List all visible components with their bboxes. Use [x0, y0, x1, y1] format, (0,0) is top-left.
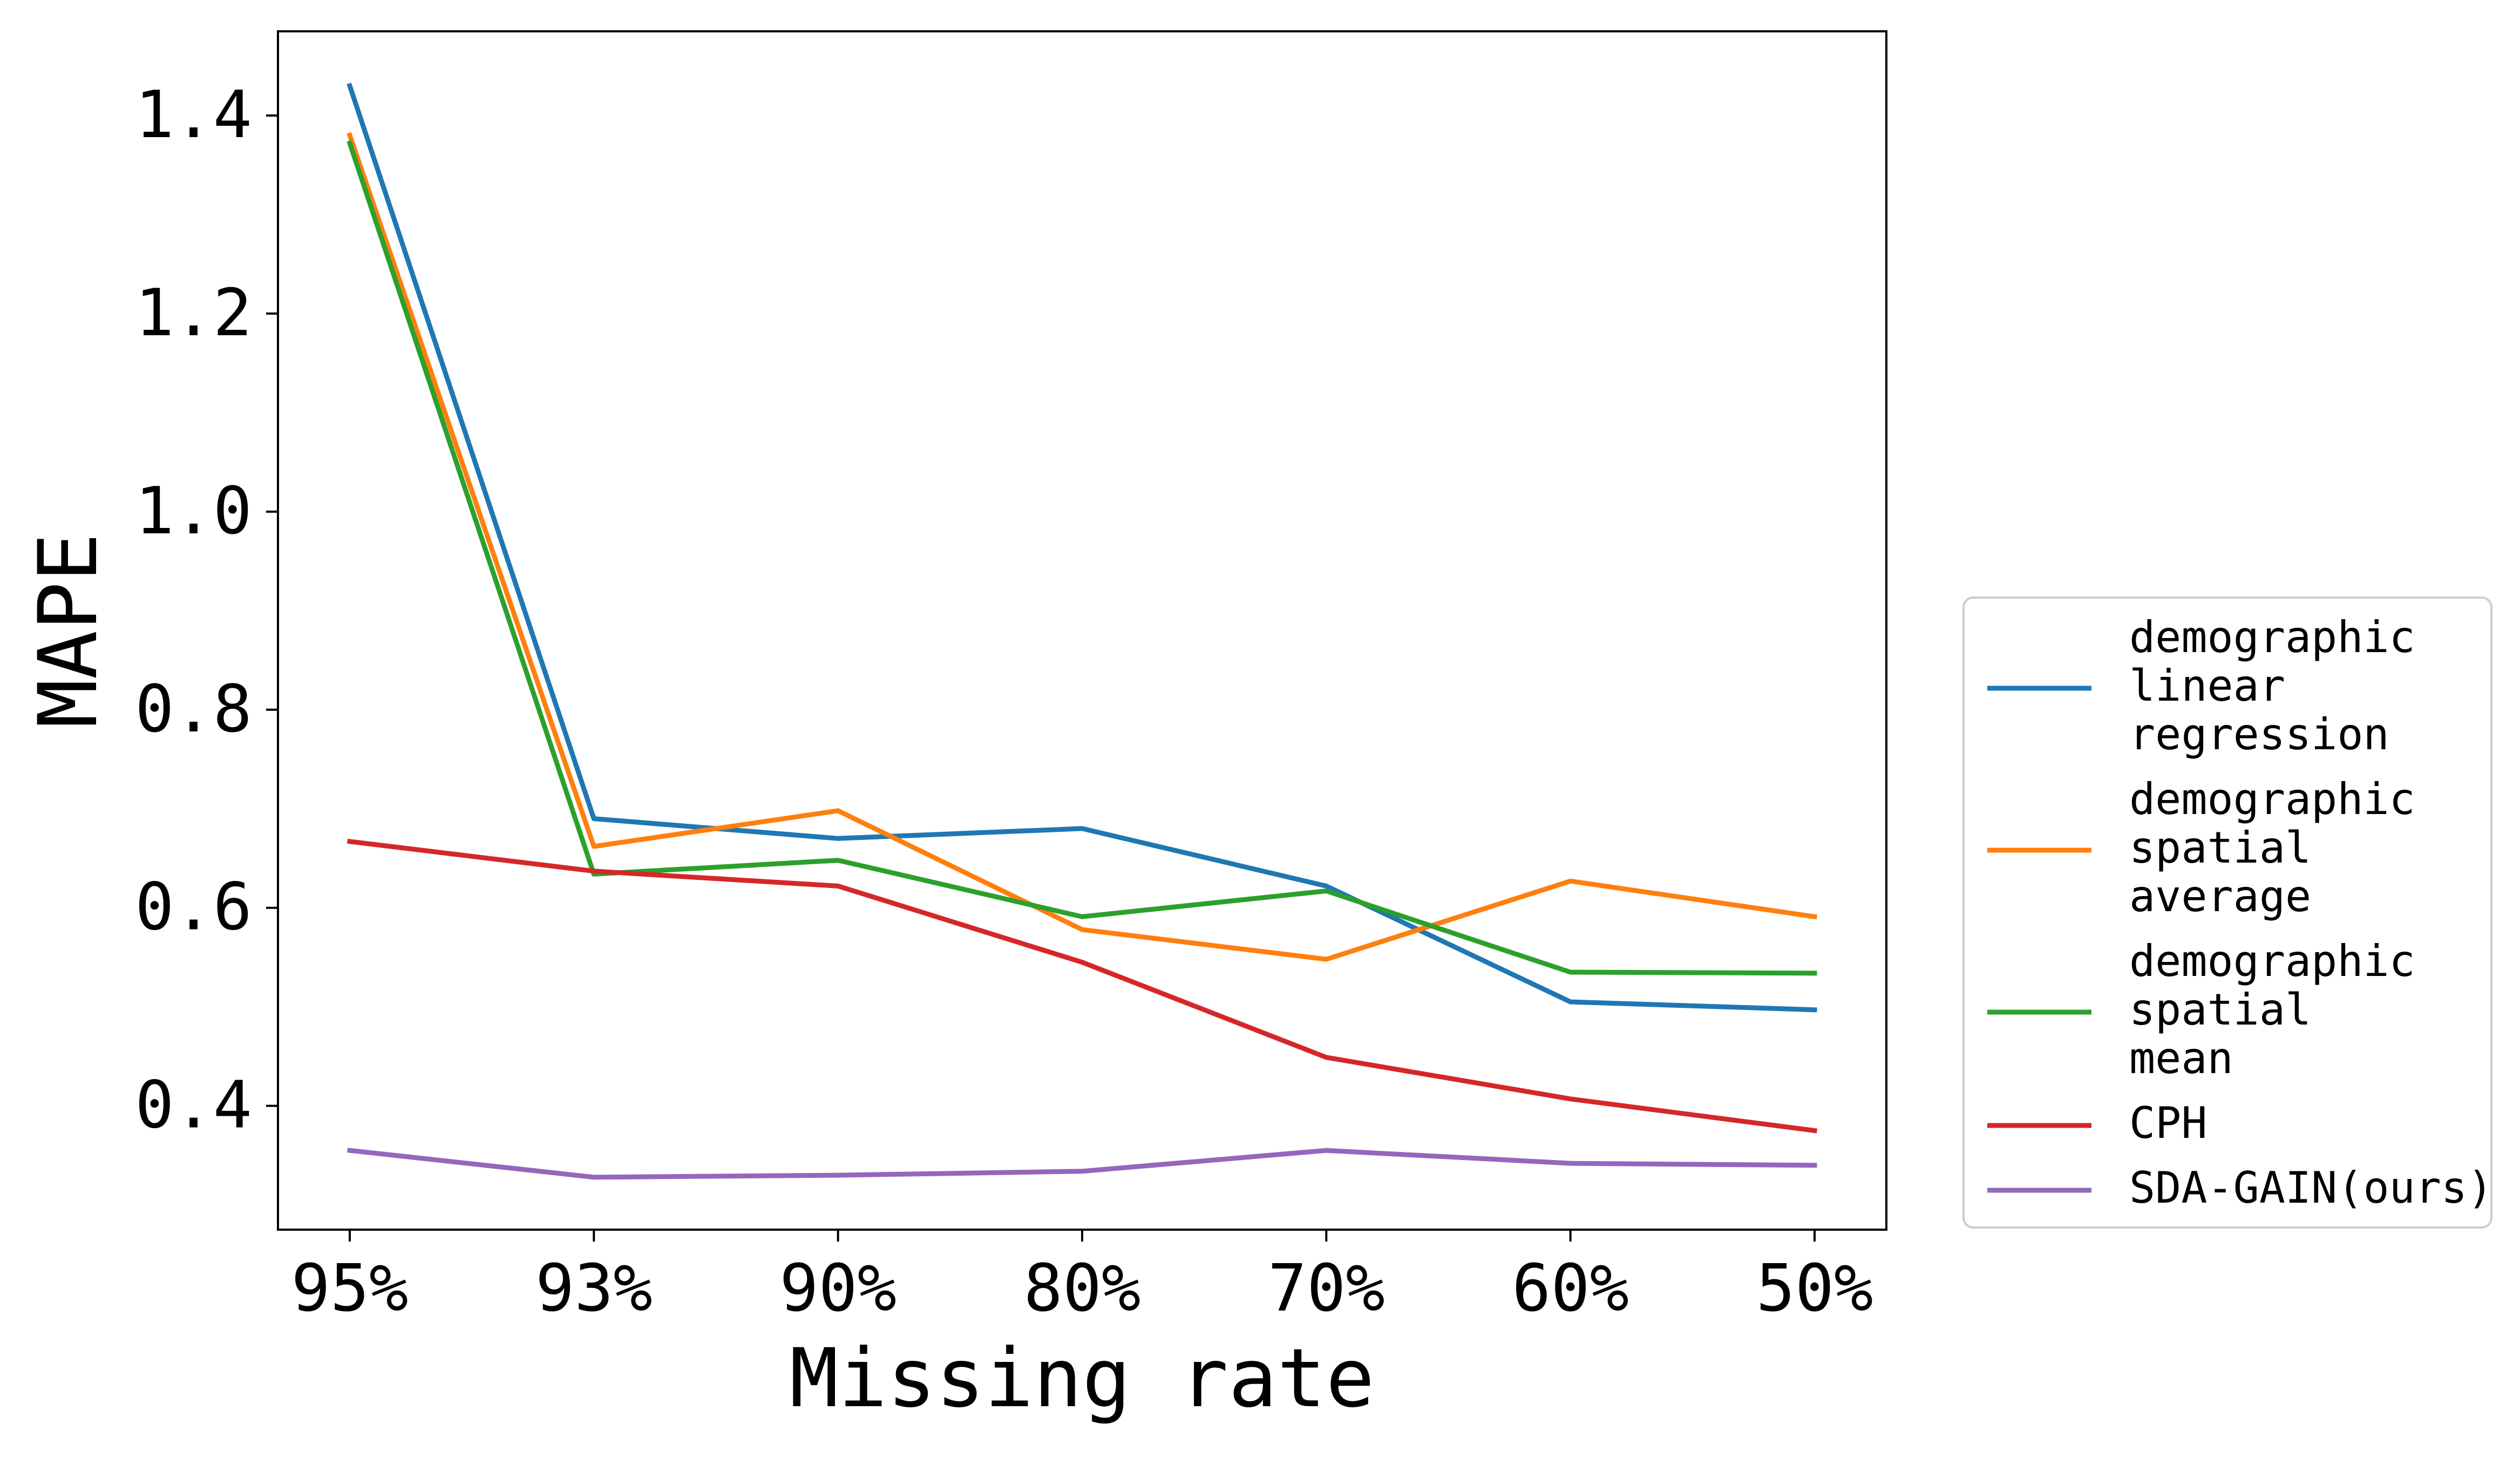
y-tick-label: 0.4 — [135, 1068, 252, 1143]
series-line — [347, 838, 1818, 1134]
legend-label: demographic — [2129, 936, 2415, 986]
x-tick-label: 90% — [779, 1251, 896, 1326]
legend-label: linear — [2129, 661, 2285, 711]
series-line — [347, 83, 1817, 1013]
x-tick-label: 50% — [1756, 1251, 1873, 1326]
y-tick-label: 0.8 — [135, 672, 252, 747]
x-tick-label: 95% — [291, 1251, 409, 1326]
y-axis-title: MAPE — [22, 533, 116, 728]
x-axis-title: Missing rate — [790, 1332, 1375, 1426]
x-tick-label: 60% — [1512, 1251, 1629, 1326]
legend: demographiclinearregressiondemographicsp… — [1962, 596, 2493, 1229]
legend-label: mean — [2129, 1033, 2233, 1083]
legend-label: SDA-GAIN(ours) — [2129, 1163, 2493, 1213]
series-line — [347, 132, 1818, 962]
y-tick-label: 1.4 — [135, 78, 252, 153]
series-line — [347, 140, 1817, 976]
legend-label: demographic — [2129, 774, 2415, 824]
legend-frame — [1962, 596, 2492, 1229]
series-layer — [347, 83, 1818, 1180]
y-axis: 0.4 0.6 0.8 1.0 1.2 1.4 — [135, 78, 278, 1143]
y-tick-label: 1.0 — [135, 474, 252, 549]
series-line — [347, 1148, 1817, 1180]
y-tick-label: 1.2 — [135, 276, 252, 351]
x-axis: 95% 93% 90% 80% 70% 60% 50% — [291, 1230, 1873, 1326]
legend-label: spatial — [2129, 985, 2311, 1035]
legend-label: average — [2129, 871, 2311, 921]
legend-label: demographic — [2129, 612, 2415, 662]
x-tick-label: 93% — [535, 1251, 653, 1326]
legend-label: spatial — [2129, 823, 2311, 873]
legend-label: regression — [2129, 709, 2389, 759]
x-tick-label: 80% — [1024, 1251, 1141, 1326]
x-tick-label: 70% — [1268, 1251, 1385, 1326]
y-tick-label: 0.6 — [135, 870, 252, 945]
legend-label: CPH — [2129, 1098, 2207, 1148]
